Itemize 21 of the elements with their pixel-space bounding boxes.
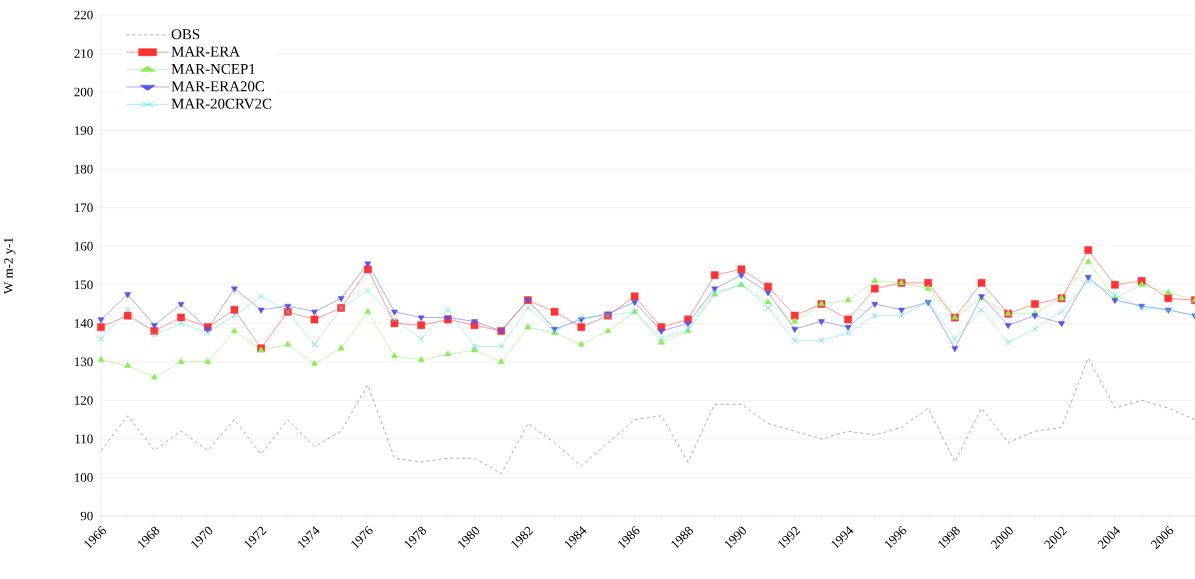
y-tick-label: 120 [74,396,93,405]
y-tick-label: 100 [74,473,93,482]
y-tick-label: 190 [74,126,93,135]
legend-label: MAR-ERA20C [171,81,265,92]
y-tick-label: 90 [80,511,93,521]
y-tick-label: 160 [74,241,93,251]
x-tick-label: 1992 [778,526,801,549]
y-tick-label: 180 [74,164,93,174]
y-tick-label: 140 [74,318,93,328]
y-tick-label: 220 [74,10,93,20]
y-axis-title: W m-2 y-1 [4,237,16,294]
y-tick-label: 150 [74,280,93,290]
y-tick-label: 170 [74,203,93,213]
legend-label: MAR-ERA [171,46,240,57]
legend-label: MAR-20CRV2C [171,98,272,109]
y-tick-label: 110 [75,434,93,444]
y-tick-label: 210 [74,49,93,58]
legend-label: MAR-NCEP1 [171,63,255,74]
y-tick-label: 130 [74,357,93,367]
legend-label: OBS [171,29,200,40]
y-tick-label: 200 [74,87,93,97]
